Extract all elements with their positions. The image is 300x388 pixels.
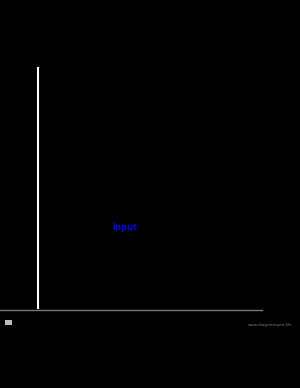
Text: www.diagramspro.file: www.diagramspro.file [248,323,292,327]
Bar [5,320,12,325]
Text: Input: Input [112,223,137,232]
